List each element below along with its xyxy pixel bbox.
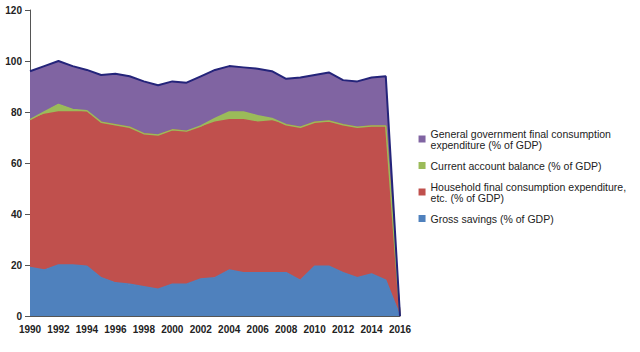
svg-text:2016: 2016 <box>389 324 412 335</box>
svg-text:2000: 2000 <box>161 324 184 335</box>
svg-text:etc. (% of GDP): etc. (% of GDP) <box>431 192 505 204</box>
svg-text:Current account balance (% of: Current account balance (% of GDP) <box>431 160 602 172</box>
svg-text:Gross savings (% of GDP): Gross savings (% of GDP) <box>431 213 554 225</box>
svg-text:2010: 2010 <box>303 324 326 335</box>
svg-text:1994: 1994 <box>76 324 99 335</box>
svg-text:1998: 1998 <box>133 324 156 335</box>
svg-text:expenditure (% of GDP): expenditure (% of GDP) <box>431 139 542 151</box>
svg-text:0: 0 <box>16 311 22 322</box>
svg-text:1996: 1996 <box>104 324 127 335</box>
svg-text:2008: 2008 <box>275 324 298 335</box>
svg-text:100: 100 <box>5 56 22 67</box>
svg-text:20: 20 <box>11 260 23 271</box>
svg-text:2002: 2002 <box>190 324 213 335</box>
svg-text:2014: 2014 <box>360 324 383 335</box>
svg-text:80: 80 <box>11 107 23 118</box>
svg-text:General government final consu: General government final consumption <box>430 127 614 140</box>
svg-text:2012: 2012 <box>332 324 355 335</box>
svg-text:1990: 1990 <box>19 324 42 335</box>
svg-text:1992: 1992 <box>47 324 70 335</box>
svg-text:2006: 2006 <box>247 324 270 335</box>
svg-text:2004: 2004 <box>218 324 241 335</box>
svg-text:Household final consumption ex: Household final consumption expenditure, <box>430 180 629 193</box>
svg-text:60: 60 <box>11 158 23 169</box>
svg-text:40: 40 <box>11 209 23 220</box>
svg-text:120: 120 <box>5 5 22 16</box>
